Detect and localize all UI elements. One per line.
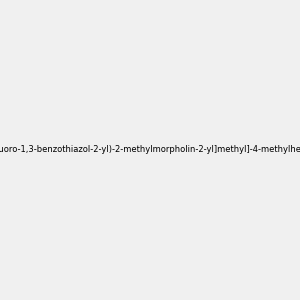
Text: N-[[4-(7-fluoro-1,3-benzothiazol-2-yl)-2-methylmorpholin-2-yl]methyl]-4-methylhe: N-[[4-(7-fluoro-1,3-benzothiazol-2-yl)-2… — [0, 146, 300, 154]
